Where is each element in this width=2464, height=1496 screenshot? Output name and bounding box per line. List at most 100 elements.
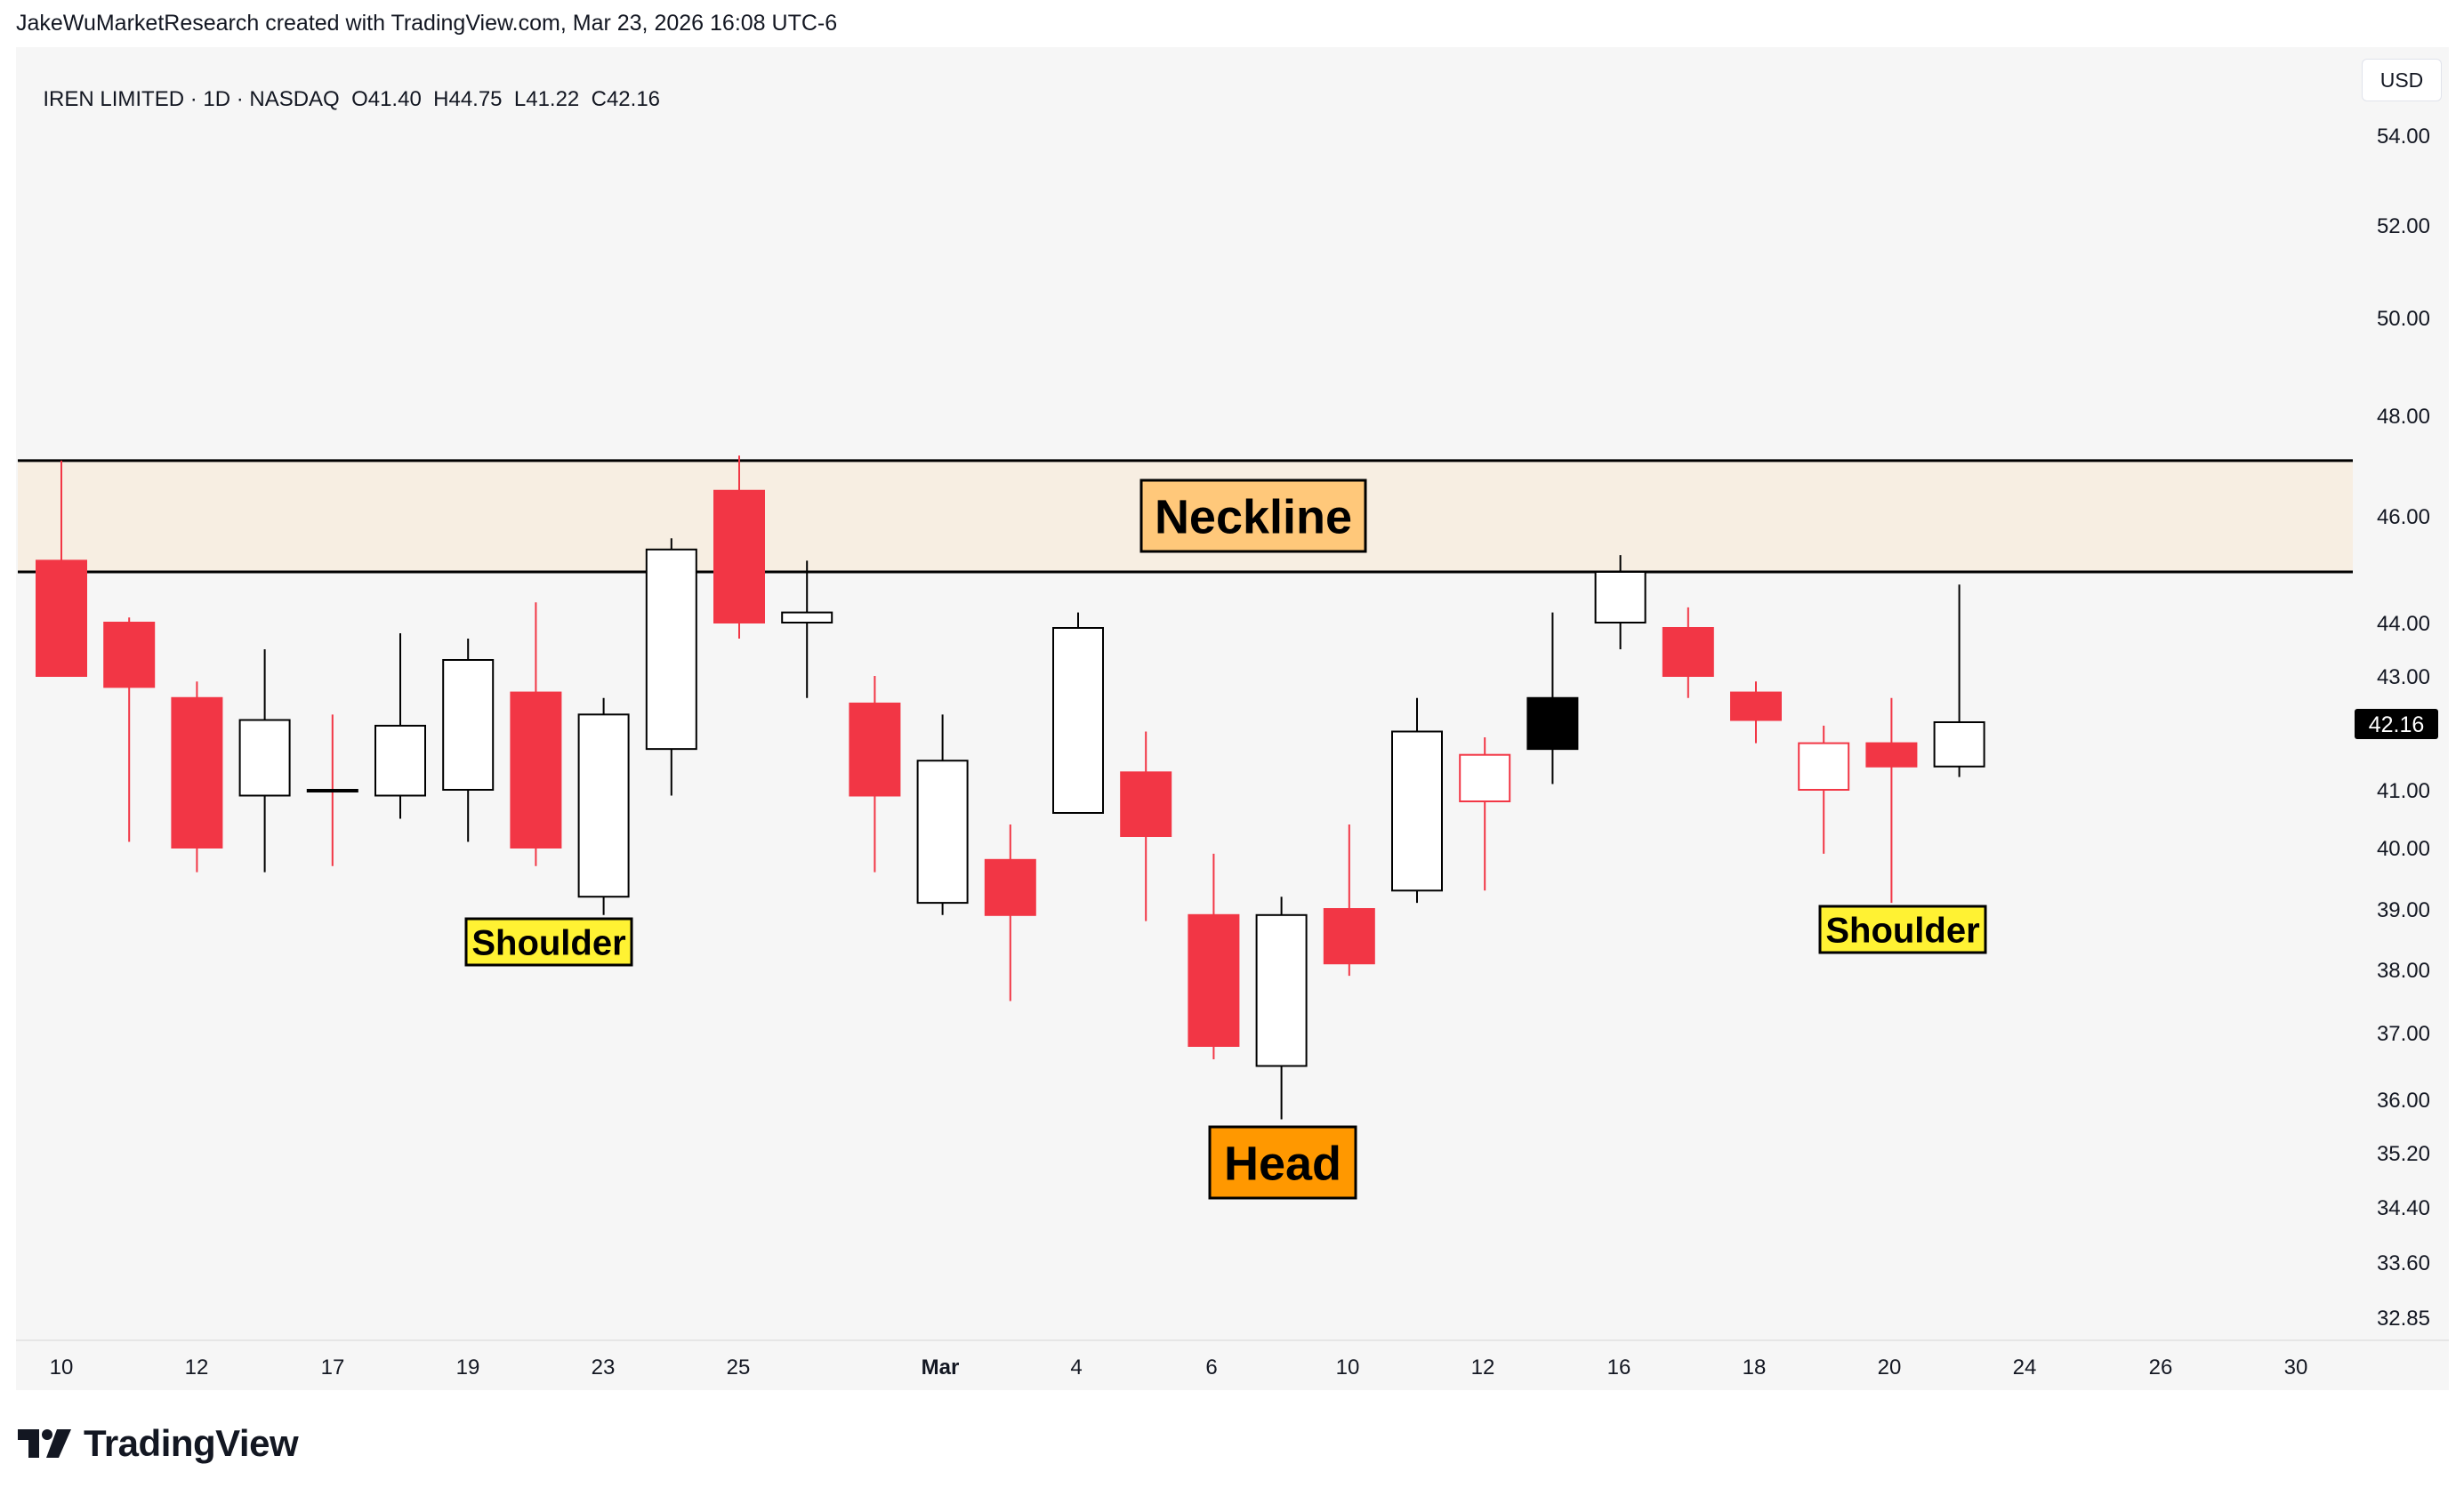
head-label-box [1208,1125,1357,1200]
candle [1255,897,1308,1120]
candle [510,602,562,866]
legend-open: O41.40 [351,87,422,111]
candle [442,639,495,842]
candle [577,697,630,915]
right-shoulder-label-text: Shoulder [1825,911,1979,950]
tradingview-logo-icon [18,1429,71,1458]
candle-body [1188,913,1240,1048]
current-price-badge [2355,709,2438,739]
candle-body [510,691,562,849]
axes-layer: 54.00 52.00 50.00 48.00 46.00 44.00 43.00 41.00… [16,125,2449,1379]
candle-body [1594,571,1647,623]
price-tick-label: 54.00 [2377,125,2430,149]
left-shoulder-label: Shoulder [464,917,633,967]
candle-body [1798,742,1850,791]
tradingview-logo[interactable]: TradingView [18,1421,299,1466]
time-tick-label: 25 [727,1355,751,1379]
candle [1933,584,1985,777]
candle-body [103,622,156,688]
price-tick-label: 48.00 [2377,405,2430,429]
time-tick-label: 23 [592,1355,616,1379]
currency-button[interactable]: USD [2362,59,2442,101]
candle-body [645,548,697,751]
candles-layer [36,455,1985,1120]
candle-body [849,702,901,797]
neckline-label-text: Neckline [1155,490,1352,543]
candle [1459,737,1511,891]
head-label-text: Head [1224,1137,1341,1190]
annotations-layer: Neckline Shoulder Head Shoulder [464,479,1987,1200]
time-tick-label: 26 [2149,1355,2173,1379]
time-tick-label: 16 [1607,1355,1631,1379]
current-price-text: 42.16 [2369,712,2425,737]
candle [1865,697,1918,904]
candle-body [781,611,833,623]
candle [1594,555,1647,649]
candle [1188,853,1240,1059]
time-tick-label: 17 [321,1355,345,1379]
candle [1526,612,1579,784]
time-tick-label: 6 [1205,1355,1217,1379]
right-shoulder-label-box [1818,905,1987,954]
chart-attribution: JakeWuMarketResearch created with Tradin… [16,11,838,36]
candle-body [1865,742,1918,768]
candle [374,633,426,819]
price-tick-label: 41.00 [2377,779,2430,803]
time-tick-label: Mar [922,1355,960,1379]
time-tick-label: 12 [1471,1355,1495,1379]
candle [1730,681,1782,744]
candle [1323,824,1375,977]
price-tick-label: 36.00 [2377,1089,2430,1113]
candle [1662,607,1714,698]
price-tick-label: 34.40 [2377,1196,2430,1220]
candle-body [374,724,426,797]
candle [171,681,223,873]
left-shoulder-label-box [464,917,633,967]
legend-close: C42.16 [591,87,661,111]
candle [238,649,291,873]
price-tick-label: 46.00 [2377,505,2430,529]
time-axis: 10 12 17 19 23 25 Mar 4 6 10 12 16 18 20 24 26 30 [16,1339,2449,1379]
price-tick-label: 35.20 [2377,1142,2430,1166]
candle-body [36,559,87,678]
candle [645,538,697,796]
candle [1391,697,1443,904]
candle [1052,612,1104,814]
candle [103,617,156,842]
legend-high: H44.75 [433,87,503,111]
candle-body [1255,913,1308,1067]
candle-body [713,489,765,623]
right-shoulder-label: Shoulder [1818,905,1987,954]
price-tick-label: 43.00 [2377,665,2430,689]
candle [781,560,833,698]
candle-body [442,659,495,791]
candle-body [1662,627,1714,677]
legend-low: L41.22 [513,87,580,111]
candle [1798,725,1850,854]
candle [306,714,358,866]
candle [916,714,969,915]
candle [849,676,901,873]
legend-symbol: IREN LIMITED · 1D · NASDAQ [43,87,340,111]
time-tick-label: 30 [2284,1355,2308,1379]
candle-body [171,696,223,849]
candle-body [1730,691,1782,721]
candle-body [1526,696,1579,751]
price-tick-label: 52.00 [2377,214,2430,238]
candle [1120,731,1172,921]
price-tick-label: 40.00 [2377,837,2430,861]
time-tick-label: 4 [1070,1355,1082,1379]
candle [36,460,87,678]
candle-body [1120,771,1172,838]
time-tick-label: 18 [1743,1355,1767,1379]
current-price-marker: 42.16 [2355,709,2438,739]
time-tick-label: 19 [456,1355,480,1379]
candle [984,824,1036,1001]
symbol-legend[interactable]: IREN LIMITED · 1D · NASDAQ O41.40 H44.75… [31,62,660,112]
candle-body [984,858,1036,916]
candle-body [1323,908,1375,965]
candle [713,455,765,639]
candle-body [1052,627,1104,814]
neckline-label-box [1139,479,1367,553]
